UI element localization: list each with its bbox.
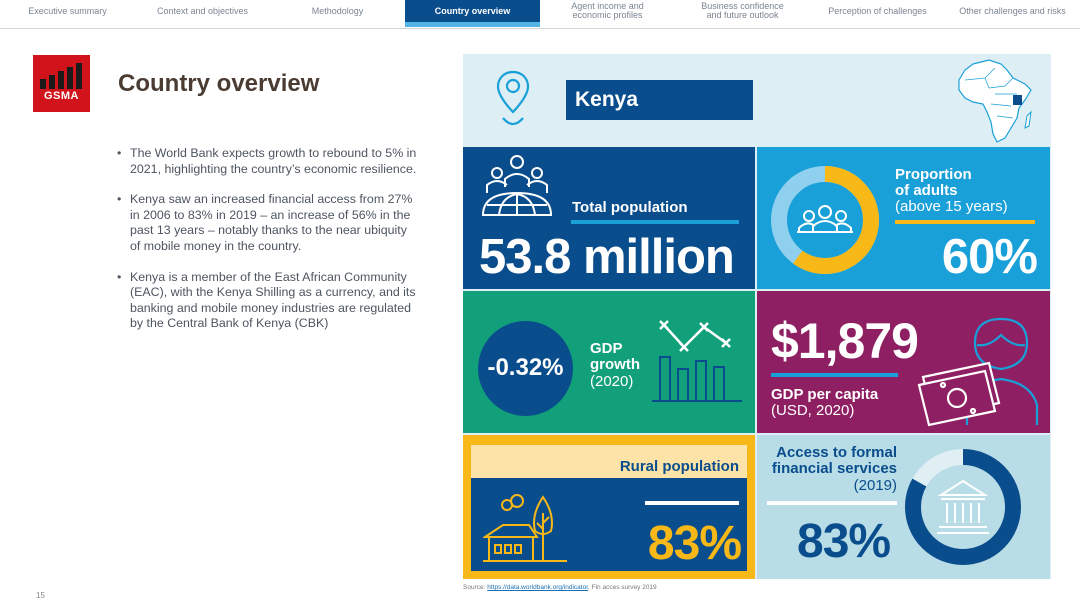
africa-map-icon (958, 59, 1032, 143)
gdp-growth-circle: -0.32% (478, 321, 573, 416)
bullet-item: The World Bank expects growth to rebound… (117, 146, 417, 177)
gdp-growth-label-line2: growth (590, 356, 640, 373)
bar-chart-trend-icon (652, 320, 742, 402)
rural-inner-card: Rural population 83% (471, 445, 747, 571)
tab-business-confidence[interactable]: Business confidence and future outlook (701, 1, 784, 20)
people-group-icon (797, 205, 853, 233)
population-label: Total population (572, 199, 688, 216)
bullet-item: Kenya is a member of the East African Co… (117, 270, 417, 332)
adults-divider (895, 220, 1035, 224)
adults-label-line3: (above 15 years) (895, 198, 1008, 215)
gdp-per-capita-card: $1,879 GDP per capita (USD, 2020) (757, 291, 1050, 433)
gdp-growth-label-line3: (2020) (590, 373, 634, 390)
source-link[interactable]: https://data.worldbank.org/indicator (487, 584, 589, 591)
section-nav: Executive summary Context and objectives… (0, 0, 1080, 29)
gdp-per-capita-label-line1: GDP per capita (771, 386, 879, 403)
source-note: Source: https://data.worldbank.org/indic… (463, 584, 657, 591)
adults-label-line1: Proportion (895, 166, 972, 183)
population-globe-icon (481, 155, 553, 216)
gdp-growth-value: -0.32% (487, 354, 564, 381)
access-label-line3: (2019) (853, 477, 897, 494)
rural-divider (645, 501, 739, 505)
adults-value: 60% (941, 230, 1038, 284)
total-population-card: Total population 53.8 million (463, 147, 755, 289)
access-donut-chart (905, 449, 1021, 565)
page-number: 15 (36, 591, 45, 600)
access-value: 83% (797, 515, 891, 568)
access-donut-arc (905, 449, 1021, 565)
adults-donut-arc (771, 166, 879, 274)
adults-proportion-card: Proportion of adults (above 15 years) 60… (757, 147, 1050, 289)
adults-donut-chart (771, 166, 879, 274)
bullet-list: The World Bank expects growth to rebound… (117, 146, 417, 347)
page-title: Country overview (118, 70, 320, 97)
rural-value: 83% (647, 517, 742, 570)
gsma-bars-icon (40, 63, 82, 89)
tab-methodology[interactable]: Methodology (311, 6, 364, 16)
gdp-growth-card: -0.32% GDP growth (2020) (463, 291, 755, 433)
tab-perception-challenges[interactable]: Perception of challenges (828, 6, 927, 16)
gdp-growth-label-line1: GDP (590, 340, 623, 357)
gdp-per-capita-label-line2: (USD, 2020) (771, 402, 855, 419)
location-pin-icon (496, 70, 530, 126)
tab-executive-summary[interactable]: Executive summary (28, 6, 107, 16)
tab-other-challenges[interactable]: Other challenges and risks (959, 6, 1066, 16)
bank-building-icon (937, 479, 989, 534)
tab-agent-income[interactable]: Agent income and economic profiles (571, 1, 644, 20)
access-label-line2: financial services (771, 460, 897, 477)
population-divider (571, 220, 739, 224)
rural-label: Rural population (619, 458, 739, 475)
access-divider (767, 501, 897, 505)
gdp-per-capita-value: $1,879 (771, 313, 919, 369)
adults-label-line2: of adults (895, 182, 958, 199)
tab-context-objectives[interactable]: Context and objectives (156, 6, 249, 16)
person-money-icon (917, 317, 1039, 427)
active-tab-indicator (405, 22, 540, 27)
country-banner: Kenya (566, 80, 753, 120)
financial-access-card: Access to formal financial services (201… (757, 435, 1050, 579)
rural-population-card: Rural population 83% (463, 435, 755, 579)
kenya-infographic: Kenya Total population 53.8 million (463, 54, 1051, 579)
bullet-item: Kenya saw an increased financial access … (117, 192, 417, 254)
gsma-logo: GSMA (33, 55, 90, 112)
house-tree-icon (483, 494, 567, 562)
gdp-per-capita-divider (771, 373, 898, 377)
access-label-line1: Access to formal (776, 444, 897, 461)
population-value: 53.8 million (479, 230, 735, 284)
tab-country-overview[interactable]: Country overview (405, 0, 540, 27)
